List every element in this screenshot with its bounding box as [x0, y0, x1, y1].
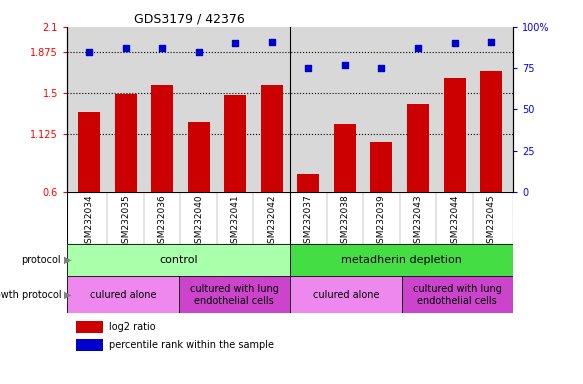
Bar	[151, 85, 173, 192]
Text: GSM232034: GSM232034	[85, 195, 93, 249]
Text: GSM232044: GSM232044	[450, 195, 459, 249]
Point	[413, 45, 423, 51]
Text: ▶: ▶	[64, 290, 72, 300]
Text: GSM232043: GSM232043	[413, 195, 423, 249]
Text: log2 ratio: log2 ratio	[110, 322, 156, 332]
Bar	[188, 122, 210, 192]
Text: GSM232045: GSM232045	[487, 195, 496, 249]
Text: GSM232041: GSM232041	[231, 195, 240, 249]
Text: GSM232037: GSM232037	[304, 195, 313, 249]
Bar	[115, 94, 136, 192]
Text: GSM232042: GSM232042	[267, 195, 276, 249]
Text: cultured with lung
endothelial cells: cultured with lung endothelial cells	[190, 284, 279, 306]
Bar	[178, 276, 290, 313]
Bar	[402, 276, 513, 313]
Text: culured alone: culured alone	[312, 290, 379, 300]
Text: ▶: ▶	[64, 255, 72, 265]
Point	[486, 39, 496, 45]
Point	[267, 39, 276, 45]
Bar	[290, 244, 513, 276]
Bar	[261, 85, 283, 192]
Text: cultured with lung
endothelial cells: cultured with lung endothelial cells	[413, 284, 502, 306]
Point	[194, 49, 203, 55]
Point	[340, 62, 350, 68]
Point	[230, 40, 240, 46]
Bar	[224, 95, 246, 192]
Point	[377, 65, 386, 71]
Bar	[67, 276, 178, 313]
Text: metadherin depletion: metadherin depletion	[341, 255, 462, 265]
Point	[157, 45, 167, 51]
Point	[304, 65, 313, 71]
Text: control: control	[159, 255, 198, 265]
Point	[121, 45, 130, 51]
Text: GSM232038: GSM232038	[340, 195, 349, 249]
Text: percentile rank within the sample: percentile rank within the sample	[110, 340, 275, 350]
Text: GSM232040: GSM232040	[194, 195, 203, 249]
Bar	[407, 104, 429, 192]
Bar	[297, 174, 319, 192]
Text: protocol: protocol	[22, 255, 61, 265]
Bar	[76, 321, 103, 333]
Text: culured alone: culured alone	[90, 290, 156, 300]
Point	[450, 40, 459, 46]
Bar	[370, 142, 392, 192]
Bar	[290, 276, 402, 313]
Text: GDS3179 / 42376: GDS3179 / 42376	[134, 13, 245, 26]
Text: GSM232036: GSM232036	[157, 195, 167, 249]
Point	[85, 49, 94, 55]
Text: growth protocol: growth protocol	[0, 290, 61, 300]
Text: GSM232039: GSM232039	[377, 195, 386, 249]
Bar	[334, 124, 356, 192]
Bar	[78, 112, 100, 192]
Bar	[67, 244, 290, 276]
Bar	[480, 71, 502, 192]
Bar	[76, 339, 103, 351]
Text: GSM232035: GSM232035	[121, 195, 130, 249]
Bar	[444, 78, 465, 192]
